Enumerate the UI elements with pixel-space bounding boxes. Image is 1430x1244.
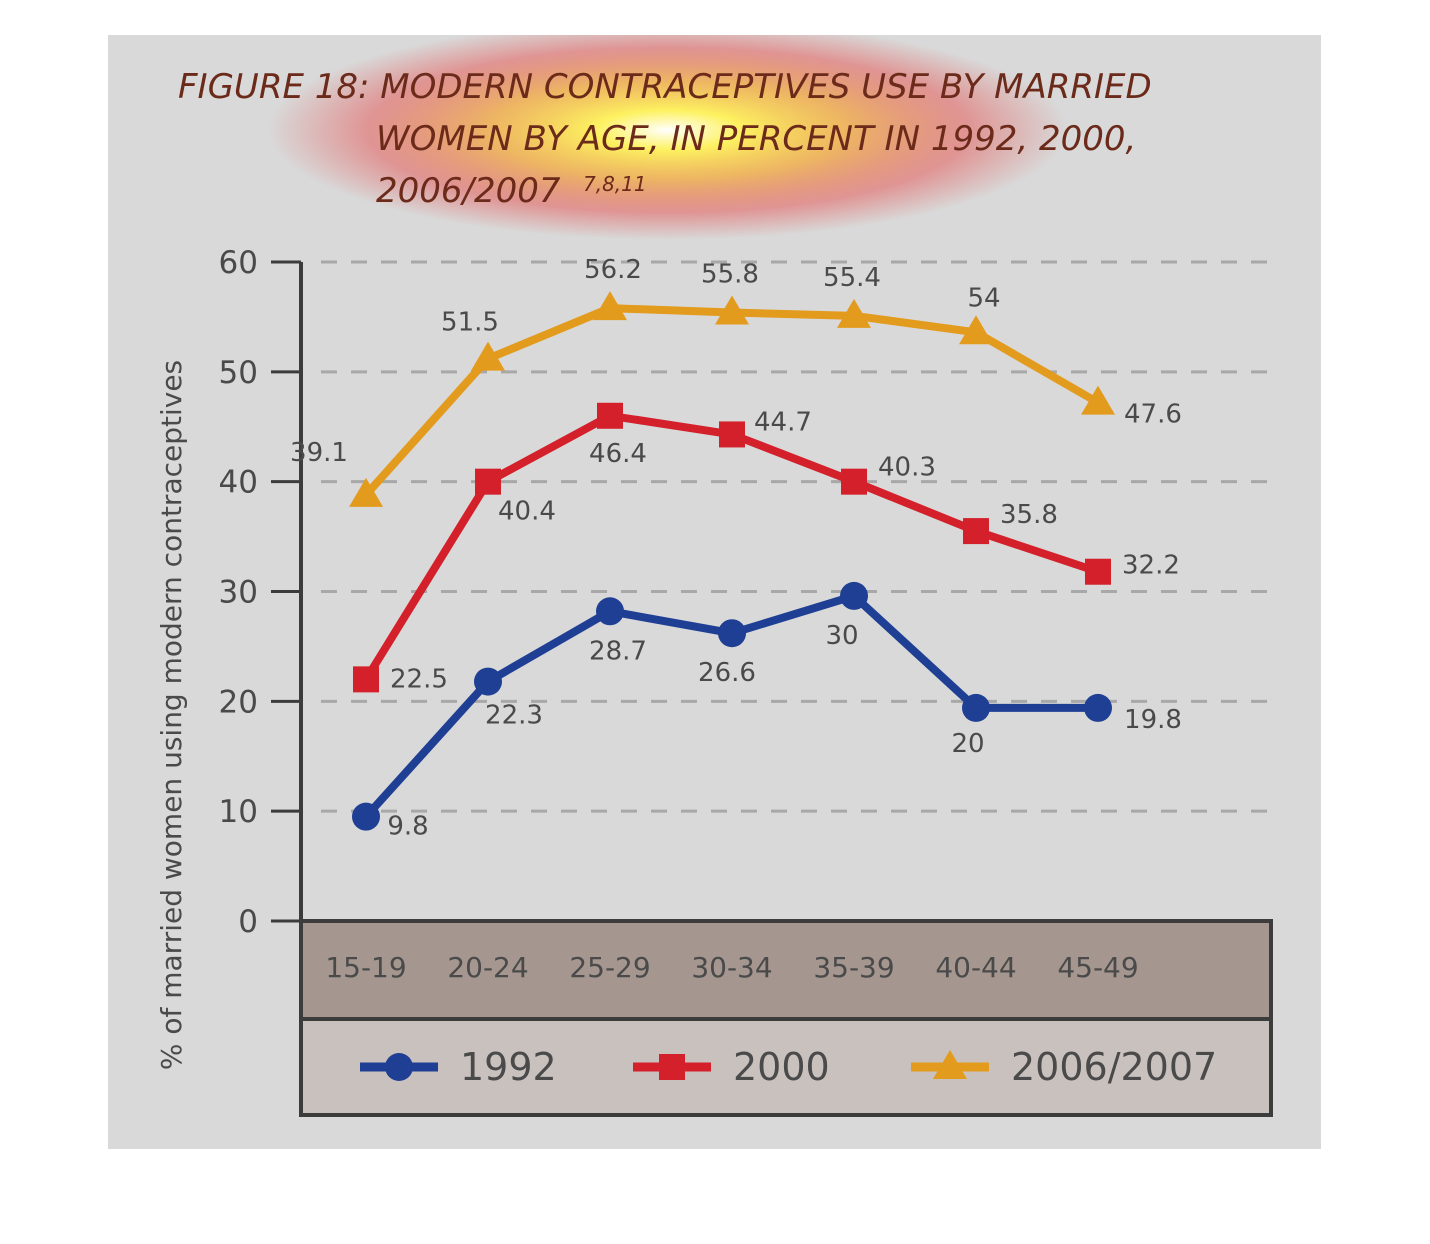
data-point: [959, 315, 993, 345]
data-point: [840, 581, 868, 610]
data-label: 28.7: [589, 636, 647, 666]
y-tick-label: 10: [219, 794, 258, 830]
data-labels: 9.8 22.3 28.7 26.6 30 20 19.8 22.5 40.4 46.4 44.7 4…: [290, 255, 1182, 842]
y-tick-label: 50: [219, 355, 258, 391]
title-line-2: WOMEN BY AGE, IN PERCENT IN 1992, 2000,: [376, 119, 1136, 159]
series-1992: [352, 581, 1112, 831]
data-label: 44.7: [754, 407, 812, 437]
data-label: 51.5: [441, 308, 499, 338]
chart-panel: FIGURE 18: MODERN CONTRACEPTIVES USE BY …: [108, 35, 1321, 1149]
data-point: [1085, 558, 1111, 585]
data-label: 19.8: [1124, 705, 1182, 735]
y-axis-label: % of married women using modern contrace…: [155, 360, 188, 1070]
data-label: 39.1: [290, 438, 348, 468]
data-point: [597, 402, 623, 429]
data-point: [719, 421, 745, 448]
data-point: [353, 666, 379, 693]
data-label: 46.4: [589, 439, 647, 469]
x-tick-label: 15-19: [325, 951, 406, 984]
x-axis-categories: 15-19 20-24 25-29 30-34 35-39 40-44 45-49: [325, 951, 1138, 984]
series-lines: [349, 291, 1115, 831]
data-label: 22.5: [390, 664, 448, 694]
data-point: [933, 1050, 967, 1079]
data-point: [1084, 693, 1112, 722]
x-tick-label: 45-49: [1057, 951, 1138, 984]
x-tick-label: 30-34: [691, 951, 772, 984]
x-tick-label: 35-39: [813, 951, 894, 984]
series-2006-2007: [349, 291, 1115, 507]
data-point: [596, 597, 624, 626]
data-label: 55.8: [701, 260, 759, 290]
data-label: 22.3: [485, 701, 543, 731]
data-point: [715, 295, 749, 325]
data-point: [659, 1054, 685, 1080]
data-label: 54: [967, 283, 1000, 313]
data-label: 26.6: [698, 658, 756, 688]
title-highlight-glow: [268, 35, 1068, 240]
data-point: [963, 518, 989, 545]
data-point: [593, 291, 627, 321]
x-tick-label: 25-29: [569, 951, 650, 984]
data-point: [385, 1053, 413, 1081]
legend-item: 1992: [360, 1045, 557, 1089]
data-point: [471, 341, 505, 371]
data-point: [475, 468, 501, 495]
data-label: 35.8: [1000, 500, 1058, 530]
legend-label: 2000: [733, 1045, 830, 1089]
legend-item: 2006/2007: [911, 1045, 1217, 1089]
title-line-1: FIGURE 18: MODERN CONTRACEPTIVES USE BY …: [178, 67, 1152, 107]
legend-label: 1992: [460, 1045, 557, 1089]
chart-svg: FIGURE 18: MODERN CONTRACEPTIVES USE BY …: [155, 35, 1273, 1117]
y-tick-label: 20: [219, 684, 258, 720]
data-label: 30: [825, 621, 858, 651]
x-tick-label: 40-44: [935, 951, 1016, 984]
data-label: 32.2: [1122, 551, 1180, 581]
title-superscript: 7,8,11: [583, 172, 647, 196]
data-point: [718, 619, 746, 648]
data-label: 40.4: [498, 497, 556, 527]
data-label: 9.8: [387, 812, 428, 842]
data-point: [962, 693, 990, 722]
series-2000: [353, 402, 1111, 693]
data-label: 40.3: [878, 453, 936, 483]
data-point: [349, 477, 383, 507]
y-tick-label: 30: [219, 575, 258, 611]
data-point: [1081, 385, 1115, 415]
y-tick-label: 60: [219, 245, 258, 281]
legend-item: 2000: [633, 1045, 830, 1089]
y-tick-label: 40: [219, 465, 258, 501]
data-label: 20: [951, 729, 984, 759]
y-tick-label: 0: [238, 904, 258, 940]
legend-label: 2006/2007: [1011, 1045, 1217, 1089]
data-label: 47.6: [1124, 400, 1182, 430]
data-label: 55.4: [823, 263, 881, 293]
data-label: 56.2: [584, 255, 642, 285]
chart-title: FIGURE 18: MODERN CONTRACEPTIVES USE BY …: [178, 67, 1152, 211]
data-point: [837, 298, 871, 328]
data-point: [841, 468, 867, 495]
data-point: [352, 802, 380, 831]
legend-box: [299, 1017, 1273, 1117]
x-tick-label: 20-24: [447, 951, 528, 984]
data-point: [474, 667, 502, 696]
legend: 1992 2000 2006/2007: [360, 1045, 1217, 1089]
title-line-3: 2006/2007: [376, 171, 561, 211]
